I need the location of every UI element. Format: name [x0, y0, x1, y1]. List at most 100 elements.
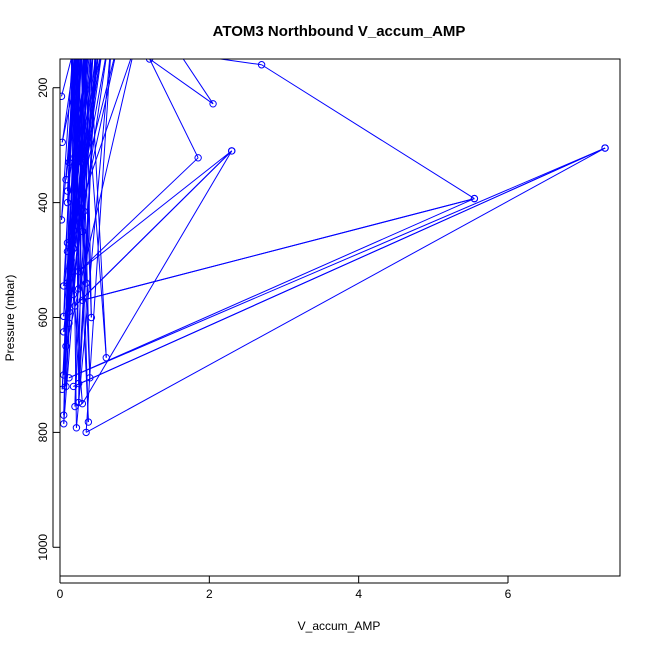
data-point — [79, 33, 85, 39]
y-axis: 200 400 600 800 1000 — [36, 77, 60, 561]
data-point — [60, 216, 66, 224]
data-point — [71, 402, 79, 411]
data-point — [94, 33, 100, 39]
data-point — [84, 418, 93, 426]
data-point — [80, 207, 88, 215]
data-point — [69, 244, 78, 253]
y-tick-label: 1000 — [36, 534, 50, 561]
data-point — [71, 152, 79, 161]
data-point — [90, 39, 96, 45]
data-point — [73, 33, 79, 39]
x-tick-label: 6 — [505, 587, 512, 601]
data-point — [73, 44, 79, 50]
series-segment — [85, 59, 96, 284]
data-point — [117, 33, 123, 39]
series-segment — [70, 59, 116, 261]
data-point — [67, 273, 75, 281]
data-point — [257, 61, 266, 69]
data-point — [74, 285, 83, 293]
data-point — [63, 187, 72, 195]
series-segment — [216, 59, 262, 66]
data-point — [601, 144, 609, 152]
data-point — [83, 27, 89, 33]
data-point — [78, 27, 84, 33]
data-point — [86, 374, 94, 382]
data-point — [131, 44, 137, 50]
data-point — [228, 147, 236, 155]
data-point — [65, 319, 73, 327]
data-point — [83, 44, 89, 50]
data-point — [109, 27, 115, 33]
data-point — [72, 50, 78, 56]
data-point — [82, 428, 90, 437]
data-point — [60, 411, 68, 419]
series-segment — [78, 59, 87, 284]
data-point — [75, 39, 81, 45]
data-point — [60, 92, 66, 101]
series-segment — [70, 59, 91, 272]
data-point — [176, 50, 182, 56]
data-point — [87, 39, 93, 45]
data-point — [65, 374, 73, 382]
data-point — [69, 382, 78, 391]
series-segment — [68, 147, 606, 379]
series-segment — [182, 59, 214, 105]
data-point — [145, 59, 154, 63]
series-segment — [149, 59, 199, 159]
data-point — [79, 39, 85, 45]
x-tick-label: 0 — [57, 587, 64, 601]
series-segment — [63, 59, 74, 416]
data-point — [78, 227, 87, 236]
series-segment — [85, 59, 111, 433]
data-point — [90, 44, 96, 50]
data-point — [65, 158, 73, 167]
series-segment — [78, 157, 199, 272]
data-point — [60, 138, 66, 146]
data-point — [93, 27, 99, 33]
x-tick-label: 2 — [206, 587, 213, 601]
y-tick-label: 600 — [36, 307, 50, 327]
data-point — [63, 247, 72, 256]
data-point — [78, 33, 84, 39]
y-tick-label: 400 — [36, 192, 50, 212]
data-point — [79, 33, 85, 39]
data-point — [67, 267, 75, 276]
series-segment — [78, 150, 233, 272]
x-axis-label: V_accum_AMP — [298, 619, 381, 633]
series-segment — [82, 198, 475, 301]
series-segment — [68, 198, 475, 379]
data-point — [78, 158, 87, 167]
data-point — [60, 328, 68, 336]
data-point — [98, 27, 104, 33]
data-point — [63, 239, 72, 247]
data-point — [62, 342, 70, 350]
y-tick-label: 200 — [36, 77, 50, 97]
data-point — [72, 39, 78, 45]
data-point — [88, 41, 94, 47]
series-segment — [68, 59, 107, 312]
data-point — [74, 267, 83, 276]
series-segment — [74, 59, 101, 226]
series-segment — [85, 147, 606, 433]
data-point — [85, 33, 91, 39]
data-point — [68, 44, 74, 50]
chart-title: ATOM3 Northbound V_accum_AMP — [213, 23, 466, 40]
data-point — [74, 398, 83, 407]
series-segment — [68, 59, 73, 163]
data-point — [81, 27, 87, 33]
series-segment — [61, 59, 72, 97]
x-tick-label: 4 — [355, 587, 362, 601]
series-segment — [83, 59, 107, 358]
series-segment — [261, 64, 475, 200]
data-point — [65, 308, 73, 316]
data-point — [94, 39, 100, 45]
series-segment — [68, 59, 77, 163]
data-point — [470, 194, 479, 203]
data-point — [87, 44, 93, 50]
data-point — [72, 27, 78, 33]
data-point — [68, 39, 74, 45]
data-point — [75, 27, 81, 33]
data-point — [72, 424, 81, 432]
data-point — [87, 313, 96, 322]
